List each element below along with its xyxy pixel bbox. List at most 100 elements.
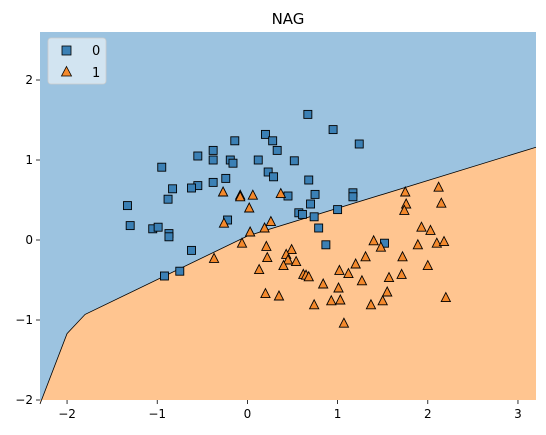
class-0-point	[261, 129, 270, 139]
decision-boundary-line	[39, 146, 537, 405]
class-0-point	[269, 172, 279, 182]
class-1-point	[440, 291, 452, 303]
class-1-point	[259, 222, 270, 233]
class-1-point	[435, 197, 447, 208]
class-1-point	[282, 254, 294, 265]
class-0-point	[303, 109, 313, 119]
class-0-points	[123, 109, 389, 281]
class-1-point	[399, 186, 411, 197]
class-0-point	[230, 136, 240, 146]
class-0-point	[164, 232, 174, 242]
class-1-point	[333, 282, 344, 293]
class-1-point	[396, 268, 407, 279]
class-1-points	[208, 181, 452, 328]
chart-title: NAG	[272, 10, 305, 28]
class-1-point	[273, 290, 285, 301]
class-1-point	[260, 287, 271, 299]
class-1-point	[217, 186, 229, 197]
class-0-point	[253, 155, 263, 165]
class-1-point	[431, 237, 443, 248]
y-axis: −2 −1 0 1 2	[15, 73, 40, 407]
legend: 0 1	[47, 37, 107, 85]
class-1-point	[383, 271, 395, 283]
class-1-point	[343, 267, 354, 279]
y-tick-label: 2	[25, 73, 33, 87]
class-1-point	[398, 204, 410, 215]
y-tick-label: 0	[25, 233, 33, 247]
class-0-point	[354, 139, 364, 149]
y-tick-label: −1	[15, 313, 33, 327]
class-0-point	[187, 245, 196, 255]
x-tick-label: 0	[244, 407, 252, 421]
class-0-point	[283, 191, 293, 201]
class-1-point	[253, 263, 265, 275]
class-0-point	[208, 145, 218, 155]
class-1-point	[261, 240, 272, 251]
legend-marker-class-1	[60, 65, 73, 77]
class-1-point	[381, 286, 393, 297]
class-1-point	[334, 264, 345, 275]
class-1-point	[247, 189, 259, 200]
class-1-point	[334, 294, 346, 305]
x-tick-label: 2	[424, 407, 432, 421]
class-0-point	[228, 158, 238, 168]
class-0-point	[289, 156, 299, 166]
x-tick-label: 1	[334, 407, 342, 421]
class-1-point	[234, 190, 246, 202]
class-0-point	[193, 151, 203, 161]
class-0-point	[221, 173, 231, 183]
class-0-decision-region	[40, 32, 536, 404]
class-0-point	[328, 125, 338, 135]
class-1-point	[368, 234, 380, 246]
class-1-point	[265, 215, 277, 227]
class-0-point	[175, 266, 185, 276]
class-0-point	[333, 205, 343, 215]
class-1-point	[338, 317, 350, 328]
legend-label-class-0: 0	[92, 44, 100, 59]
legend-marker-class-0	[61, 45, 72, 56]
class-1-point	[425, 224, 436, 235]
class-1-point	[356, 274, 368, 286]
class-0-point	[310, 189, 320, 199]
class-1-point	[243, 202, 255, 213]
y-tick-label: −2	[15, 393, 33, 407]
class-1-point	[261, 251, 273, 263]
class-0-point	[187, 183, 196, 193]
class-0-point	[314, 223, 324, 233]
class-0-point	[309, 212, 319, 222]
class-1-point	[244, 226, 256, 237]
class-0-point	[208, 155, 218, 165]
class-0-point	[153, 222, 163, 232]
class-0-point	[157, 162, 167, 172]
class-1-point	[433, 181, 444, 192]
class-1-point	[438, 235, 450, 247]
class-1-point	[416, 221, 427, 232]
class-1-point	[275, 187, 287, 199]
class-0-point	[272, 145, 282, 155]
class-1-decision-region	[40, 147, 536, 404]
plot-area	[39, 32, 537, 405]
class-0-point	[263, 167, 273, 177]
class-0-point	[297, 209, 307, 219]
x-axis: −2 −1 0 1 2 3	[58, 400, 522, 421]
class-0-point	[159, 271, 169, 281]
class-1-point	[286, 243, 297, 255]
class-1-point	[375, 241, 387, 252]
class-0-point	[304, 175, 314, 185]
x-tick-label: 3	[514, 407, 522, 421]
class-1-point	[317, 278, 329, 289]
class-0-point	[268, 136, 278, 146]
class-1-point	[208, 252, 220, 263]
class-1-point	[365, 298, 377, 310]
class-1-point	[325, 294, 337, 306]
class-0-point	[348, 192, 358, 202]
class-1-point	[303, 270, 315, 282]
class-1-point	[236, 237, 248, 248]
class-1-point	[350, 258, 361, 269]
class-1-point	[218, 217, 230, 228]
class-0-point	[163, 194, 173, 204]
class-0-point	[123, 201, 132, 211]
class-0-point	[306, 199, 315, 209]
x-tick-label: −1	[148, 407, 166, 421]
